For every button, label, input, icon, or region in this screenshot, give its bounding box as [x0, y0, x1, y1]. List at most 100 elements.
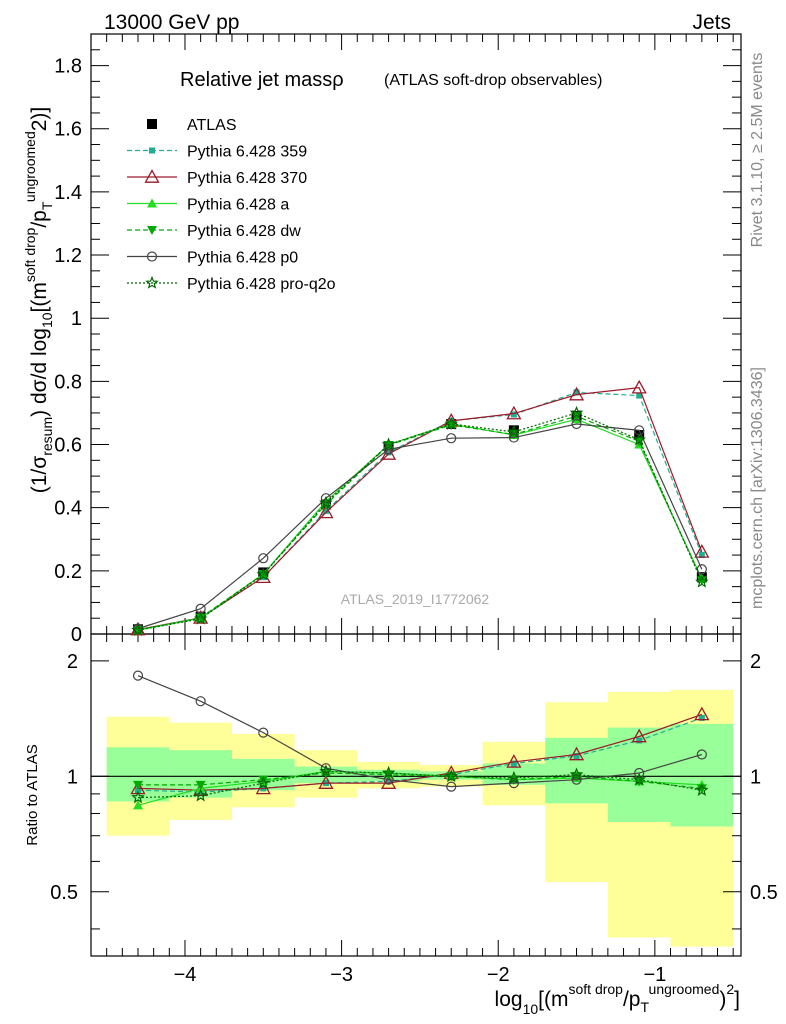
ratio-point-pythia-6-428-p0 [446, 781, 457, 792]
ratio-line-pythia-6-428-pro-q2o [137, 770, 702, 799]
ratio-point-pythia-6-428-370 [318, 775, 334, 789]
point-pythia-6-428-359 [636, 392, 643, 399]
point-pythia-6-428-pro-q2o [381, 437, 396, 451]
ratio-point-pythia-6-428-p0 [634, 767, 645, 779]
ratio-y-label: Ratio to ATLAS [24, 744, 41, 845]
ratio-y-tick-label: 2 [67, 651, 78, 673]
ratio-point-pythia-6-428-370 [631, 728, 647, 743]
x-axis-label: log10[(msoft drop/pTungroomed)2] [495, 981, 740, 1017]
ratio-point-pythia-6-428-pro-q2o [193, 788, 208, 802]
point-pythia-6-428-370 [631, 379, 647, 394]
svg-text:(1/σresum) dσ/d log10[(msoft d: (1/σresum) dσ/d log10[(msoft drop/pTungr… [22, 107, 55, 494]
legend-marker [147, 226, 157, 235]
point-pythia-6-428-359 [385, 449, 392, 456]
x-tick-label: −1 [643, 964, 666, 986]
point-pythia-6-428-dw [696, 576, 707, 586]
y-tick-label: 0.6 [54, 435, 82, 457]
point-pythia-6-428-dw [383, 441, 394, 451]
x-tick-label: −2 [487, 964, 510, 986]
point-pythia-6-428-pro-q2o [695, 574, 709, 588]
ratio-point-pythia-6-428-pro-q2o [131, 790, 145, 804]
y-tick-label: 1.6 [54, 119, 82, 141]
point-pythia-6-428-p0 [446, 433, 457, 444]
ratio-point-pythia-6-428-pro-q2o [381, 765, 396, 779]
point-pythia-6-428-pro-q2o [319, 495, 333, 509]
ratio-point-pythia-6-428-359 [385, 778, 392, 785]
point-pythia-6-428-pro-q2o [131, 623, 145, 636]
legend-marker [145, 275, 159, 289]
ratio-point-pythia-6-428-dw [258, 775, 269, 785]
point-pythia-6-428-359 [698, 552, 705, 559]
point-pythia-6-428-370 [694, 544, 710, 558]
rivet-label: Rivet 3.1.10, ≥ 2.5M events [749, 53, 766, 248]
y-tick-label: 0.4 [54, 498, 82, 520]
mcplots-label: mcplots.cern.ch [arXiv:1306.3436] [749, 367, 766, 609]
ratio-y-tick-label-right: 0.5 [750, 882, 778, 904]
point-pythia-6-428-359 [510, 411, 517, 418]
ratio-point-pythia-6-428-370 [568, 746, 585, 761]
series-line-pythia-6-428-p0 [137, 423, 703, 630]
ratio-point-pythia-6-428-dw [195, 780, 206, 790]
ratio-point-pythia-6-428-359 [573, 752, 580, 759]
ratio-point-pythia-6-428-pro-q2o [569, 767, 584, 781]
ratio-point-pythia-6-428-370 [506, 754, 522, 768]
ratio-point-pythia-6-428-pro-q2o [444, 769, 459, 783]
ratio-point-pythia-6-428-pro-q2o [632, 772, 646, 786]
ratio-line-pythia-6-428-dw [137, 772, 702, 789]
series-line-pythia-6-428-359 [137, 391, 703, 631]
legend-marker [147, 198, 157, 208]
point-pythia-6-428-p0 [696, 564, 707, 575]
point-pythia-6-428-pro-q2o [256, 567, 271, 581]
y-tick-label: 0.2 [54, 561, 82, 583]
band-stat [670, 723, 734, 827]
plot-title: Relative jet massρ [180, 69, 344, 91]
ratio-point-pythia-6-428-pro-q2o [507, 770, 521, 784]
legend: ATLAS Pythia 6.428 359 Pythia 6.428 370 Pyt… [127, 117, 336, 293]
ratio-point-pythia-6-428-p0 [696, 749, 707, 760]
ratio-bands [106, 689, 734, 947]
ratio-point-pythia-6-428-pro-q2o [319, 764, 333, 778]
point-pythia-6-428-p0 [508, 432, 519, 443]
series-line-pythia-6-428-pro-q2o [137, 412, 703, 631]
point-pythia-6-428-370 [380, 446, 397, 460]
point-pythia-6-428-370 [506, 405, 522, 420]
ratio-point-pythia-6-428-359 [636, 737, 643, 744]
legend-marker [149, 147, 155, 154]
legend-label: Pythia 6.428 dw [187, 223, 301, 240]
y-axis-label: (1/σresum) dσ/d log10[(msoft drop/pTungr… [22, 107, 55, 494]
x-tick-label: −3 [330, 964, 353, 986]
axis-ticks: −4 −3 −2 −1 0 0.2 0.4 0.6 0.8 1 1.2 1.4 1.6 1.8 0.5 0.5… [50, 33, 778, 986]
ratio-series [130, 670, 710, 810]
legend-label: Pythia 6.428 a [187, 197, 289, 214]
ratio-point-pythia-6-428-359 [134, 787, 141, 794]
ratio-point-pythia-6-428-p0 [132, 670, 144, 681]
point-pythia-6-428-370 [318, 504, 334, 519]
point-pythia-6-428-pro-q2o [507, 424, 521, 438]
legend-label: Pythia 6.428 359 [187, 144, 307, 161]
legend-label: Pythia 6.428 pro-q2o [187, 276, 336, 293]
y-tick-label: 1.4 [54, 182, 82, 204]
ratio-point-pythia-6-428-p0 [258, 727, 269, 738]
legend-label: ATLAS [187, 117, 237, 134]
point-pythia-6-428-370 [568, 386, 585, 401]
ratio-point-pythia-6-428-359 [698, 714, 705, 721]
y-tick-label: 0.8 [54, 371, 82, 393]
legend-marker [144, 169, 160, 183]
ratio-point-pythia-6-428-dw [696, 784, 707, 794]
point-pythia-6-428-pro-q2o [632, 432, 646, 446]
ratio-frame [90, 633, 742, 957]
ratio-point-pythia-6-428-p0 [195, 696, 206, 707]
point-pythia-6-428-359 [322, 507, 329, 514]
ratio-point-pythia-6-428-pro-q2o [695, 783, 709, 796]
x-tick-label: −4 [174, 964, 197, 986]
point-pythia-6-428-dw [195, 613, 206, 623]
point-pythia-6-428-pro-q2o [444, 416, 459, 430]
point-pythia-6-428-p0 [571, 418, 582, 430]
series-line-pythia-6-428-dw [137, 415, 703, 631]
point-pythia-6-428-p0 [320, 493, 332, 504]
analysis-watermark: ATLAS_2019_I1772062 [341, 591, 490, 607]
point-pythia-6-428-p0 [258, 553, 269, 564]
y-tick-label: 1.8 [54, 56, 82, 78]
point-pythia-6-428-pro-q2o [193, 611, 208, 625]
